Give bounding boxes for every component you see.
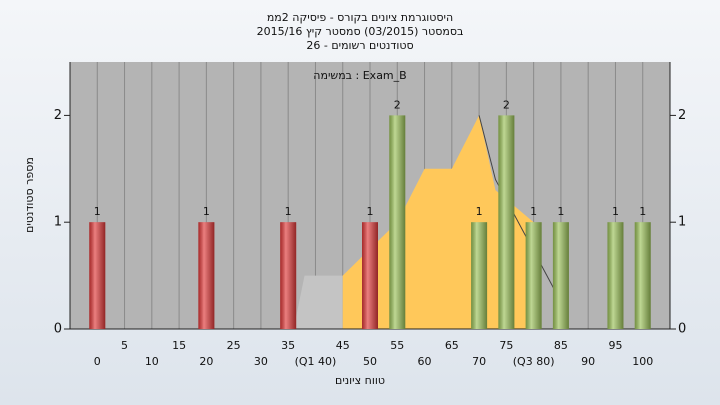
- x-tick-label: 90: [581, 355, 595, 368]
- chart-title: היסטוגרמת ציונים בקורס - פיסיקה 2ממ: [267, 11, 453, 24]
- y-tick-label: 1: [678, 215, 686, 230]
- data-label: 2: [503, 98, 510, 111]
- data-label: 1: [367, 205, 374, 218]
- y-tick-label: 1: [54, 215, 62, 230]
- bar-shade: [280, 222, 297, 329]
- x-tick-label: 70: [472, 355, 486, 368]
- bar-shade: [607, 222, 624, 329]
- area: [293, 275, 343, 329]
- bar-shade: [389, 115, 406, 330]
- bar-shade: [198, 222, 215, 329]
- chart-subtitle: בסמסטר (03/2015) סמסטר קיץ 2015/16: [257, 25, 464, 38]
- bar-shade: [525, 222, 542, 329]
- x-tick-label: 10: [145, 355, 159, 368]
- bar-shade: [89, 222, 106, 329]
- y-tick-label: 0: [54, 322, 62, 337]
- data-label: 1: [557, 205, 564, 218]
- x-tick-label: (Q3 80): [513, 355, 555, 368]
- y-tick-label: 2: [54, 108, 62, 123]
- y-tick-label: 0: [678, 322, 686, 337]
- x-tick-label: 35: [281, 339, 295, 352]
- chart-subtitle: 26 - סטודנטים רשומים: [306, 39, 413, 52]
- annotation: במשימה : Exam_B: [313, 69, 406, 82]
- x-tick-label: 100: [632, 355, 653, 368]
- x-tick-label: 15: [172, 339, 186, 352]
- x-tick-label: 65: [445, 339, 459, 352]
- x-tick-label: 85: [554, 339, 568, 352]
- bar-shade: [471, 222, 488, 329]
- x-tick-label: 20: [199, 355, 213, 368]
- bar-shade: [498, 115, 515, 330]
- data-label: 1: [285, 205, 292, 218]
- x-tick-label: 75: [499, 339, 513, 352]
- data-label: 1: [94, 205, 101, 218]
- x-tick-label: 55: [390, 339, 404, 352]
- data-label: 1: [612, 205, 619, 218]
- y-tick-label: 2: [678, 108, 686, 123]
- x-tick-label: 95: [608, 339, 622, 352]
- y-axis-label: מספר סטודנטים: [23, 157, 36, 233]
- data-label: 1: [530, 205, 537, 218]
- x-tick-label: 45: [336, 339, 350, 352]
- data-label: 1: [476, 205, 483, 218]
- x-tick-label: 60: [418, 355, 432, 368]
- bar-shade: [362, 222, 378, 329]
- data-label: 1: [639, 205, 646, 218]
- data-label: 2: [394, 98, 401, 111]
- x-tick-label: 5: [121, 339, 128, 352]
- x-axis-label: טווח ציונים: [335, 374, 385, 387]
- bar-shade: [552, 222, 569, 329]
- x-tick-label: 30: [254, 355, 268, 368]
- bar-shade: [634, 222, 651, 329]
- x-tick-label: 50: [363, 355, 377, 368]
- x-tick-label: 0: [94, 355, 101, 368]
- x-tick-label: 25: [227, 339, 241, 352]
- data-label: 1: [203, 205, 210, 218]
- x-tick-label: (Q1 40): [295, 355, 337, 368]
